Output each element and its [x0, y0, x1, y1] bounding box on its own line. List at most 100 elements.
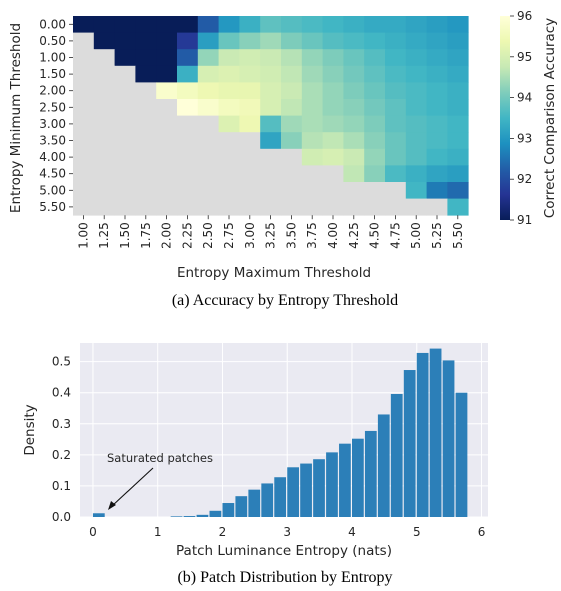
heatmap-cell — [426, 99, 448, 116]
heatmap-cell — [73, 198, 95, 216]
heatmap-x-ticks: 1.00 1.25 1.50 1.75 2.00 2.25 2.50 2.75 3.00 3.25… — [76, 215, 465, 249]
heatmap-cell — [405, 132, 427, 150]
heatmap-cell — [73, 99, 95, 116]
heatmap-cell — [301, 82, 323, 100]
heatmap-cell — [177, 65, 199, 83]
heatmap-cell — [239, 16, 261, 33]
heatmap-cell — [385, 32, 407, 50]
heatmap-cell — [156, 148, 178, 166]
heatmap-cell — [239, 82, 261, 100]
heatmap-cell — [447, 148, 469, 166]
histogram-x-tick-label: 4 — [348, 525, 356, 539]
heatmap-cell — [239, 165, 261, 183]
histogram-x-ticks: 0 1 2 3 4 5 6 — [89, 525, 485, 539]
heatmap-cell — [73, 115, 95, 133]
heatmap-cell — [177, 198, 199, 216]
heatmap-cell — [239, 65, 261, 83]
heatmap-cell — [405, 32, 427, 50]
heatmap-cell — [239, 198, 261, 216]
heatmap-cell — [197, 182, 219, 199]
heatmap-cell — [385, 49, 407, 67]
heatmap-cell — [218, 65, 240, 83]
heatmap-cell — [239, 115, 261, 133]
heatmap-cell — [260, 99, 282, 116]
heatmap-x-tick-label: 1.50 — [118, 222, 132, 249]
heatmap-cell — [93, 148, 115, 166]
heatmap-cell — [177, 132, 199, 150]
heatmap-x-tick-label: 4.50 — [368, 222, 382, 249]
heatmap-cell — [447, 82, 469, 100]
heatmap-cell — [93, 32, 115, 50]
heatmap-cell — [135, 165, 157, 183]
heatmap-cell — [177, 165, 199, 183]
histogram-x-tick-label: 0 — [89, 525, 97, 539]
heatmap-cell — [239, 132, 261, 150]
heatmap-cell — [301, 132, 323, 150]
heatmap-cell — [343, 82, 365, 100]
heatmap-cell — [93, 115, 115, 133]
heatmap-cell — [447, 165, 469, 183]
heatmap-cell — [93, 182, 115, 199]
histogram-bar — [442, 360, 455, 517]
heatmap-cell — [177, 16, 199, 33]
heatmap-cell — [385, 182, 407, 199]
histogram-y-tick-label: 0.4 — [52, 386, 71, 400]
heatmap-y-tick-label: 1.00 — [39, 51, 66, 65]
heatmap-cell — [322, 148, 344, 166]
heatmap-cell — [281, 99, 303, 116]
heatmap-y-tick-label: 4.00 — [39, 150, 66, 164]
heatmap-y-tick-label: 2.00 — [39, 84, 66, 98]
histogram-bar — [300, 463, 312, 517]
heatmap-x-tick-label: 3.50 — [284, 222, 298, 249]
heatmap-cell — [114, 32, 136, 50]
histogram-x-axis-label: Patch Luminance Entropy (nats) — [176, 543, 392, 559]
heatmap-cell — [177, 148, 199, 166]
heatmap-cell — [114, 65, 136, 83]
heatmap-x-tick-label: 2.00 — [160, 222, 174, 249]
heatmap-cell — [197, 82, 219, 100]
heatmap-cell — [93, 165, 115, 183]
colorbar-tick-label: 96 — [517, 9, 532, 23]
heatmap-cell — [343, 32, 365, 50]
heatmap-x-tick-label: 1.25 — [97, 222, 111, 249]
heatmap-cell — [239, 148, 261, 166]
histogram-x-tick-label: 3 — [283, 525, 291, 539]
heatmap-cell — [301, 115, 323, 133]
annotation-arrow-line — [111, 467, 154, 507]
heatmap-cell — [385, 165, 407, 183]
histogram-bar — [196, 514, 209, 517]
heatmap-cell — [343, 182, 365, 199]
histogram-bar — [274, 477, 287, 517]
histogram-bar — [364, 430, 377, 517]
heatmap-cell — [322, 32, 344, 50]
heatmap-cell — [93, 82, 115, 100]
histogram-bar — [377, 414, 390, 517]
heatmap-cell — [114, 182, 136, 199]
heatmap-x-tick-label: 1.75 — [139, 222, 153, 249]
heatmap-cell — [197, 115, 219, 133]
heatmap-cell — [135, 65, 157, 83]
heatmap-cell — [73, 182, 95, 199]
heatmap-y-tick-label: 3.00 — [39, 117, 66, 131]
histogram-bar — [339, 443, 351, 517]
heatmap-cell — [177, 32, 199, 50]
heatmap-x-tick-label: 2.75 — [222, 222, 236, 249]
heatmap-cell — [197, 132, 219, 150]
heatmap-cell — [114, 16, 136, 33]
histogram-x-tick-label: 5 — [413, 525, 421, 539]
heatmap-cell — [385, 16, 407, 33]
heatmap-cell — [364, 198, 386, 216]
heatmap-cell — [156, 198, 178, 216]
heatmap-cell — [281, 198, 303, 216]
heatmap-cell — [177, 49, 199, 67]
heatmap-cell — [364, 82, 386, 100]
heatmap-cell — [197, 99, 219, 116]
heatmap-cell — [114, 115, 136, 133]
histogram-y-tick-label: 0.3 — [52, 417, 71, 431]
heatmap-x-tick-label: 3.25 — [264, 222, 278, 249]
heatmap-cell — [93, 65, 115, 83]
heatmap-cell — [73, 148, 95, 166]
heatmap-y-tick-label: 0.00 — [39, 17, 66, 31]
heatmap-cell — [426, 182, 448, 199]
heatmap-cell — [156, 115, 178, 133]
